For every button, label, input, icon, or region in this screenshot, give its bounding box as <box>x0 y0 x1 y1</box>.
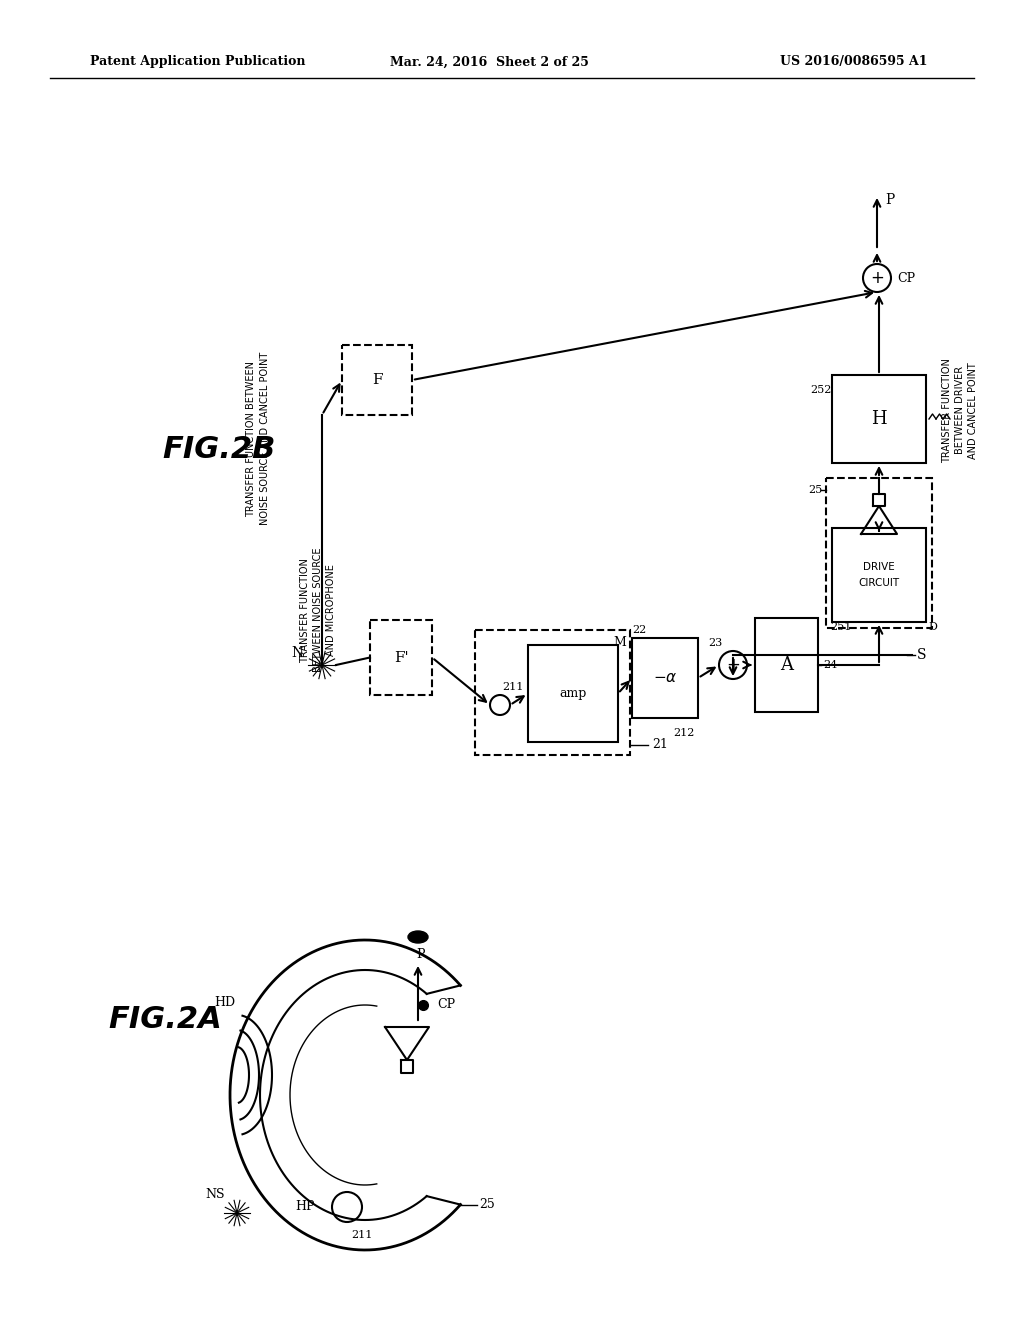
Text: DRIVE: DRIVE <box>863 562 895 572</box>
Text: 22: 22 <box>632 624 646 635</box>
Circle shape <box>332 1192 362 1222</box>
Text: NS: NS <box>205 1188 224 1201</box>
Text: TRANSFER FUNCTION BETWEEN
NOISE SOURCE AND CANCEL POINT: TRANSFER FUNCTION BETWEEN NOISE SOURCE A… <box>247 352 269 525</box>
Text: A: A <box>780 656 793 675</box>
Text: 21: 21 <box>652 738 668 751</box>
Text: $-\alpha$: $-\alpha$ <box>652 671 677 685</box>
Text: FIG.2B: FIG.2B <box>162 436 275 465</box>
Text: H: H <box>871 411 887 428</box>
Text: 211: 211 <box>502 682 523 692</box>
Text: TRANSFER FUNCTION
BETWEEN DRIVER
AND CANCEL POINT: TRANSFER FUNCTION BETWEEN DRIVER AND CAN… <box>942 358 978 463</box>
Text: N: N <box>291 645 303 660</box>
Text: TRANSFER FUNCTION
BETWEEN NOISE SOURCE
AND MICROPHONE: TRANSFER FUNCTION BETWEEN NOISE SOURCE A… <box>300 548 336 672</box>
Text: 25: 25 <box>808 484 822 495</box>
Text: Mar. 24, 2016  Sheet 2 of 25: Mar. 24, 2016 Sheet 2 of 25 <box>390 55 589 69</box>
Text: 23: 23 <box>708 638 722 648</box>
Text: +: + <box>726 656 740 675</box>
Text: 212: 212 <box>673 729 694 738</box>
Circle shape <box>863 264 891 292</box>
Text: D: D <box>928 622 937 632</box>
Circle shape <box>719 651 746 678</box>
Text: S: S <box>918 648 927 663</box>
Text: 252: 252 <box>810 385 831 395</box>
Text: Patent Application Publication: Patent Application Publication <box>90 55 305 69</box>
Text: US 2016/0086595 A1: US 2016/0086595 A1 <box>780 55 928 69</box>
Circle shape <box>490 696 510 715</box>
Text: FIG.2A: FIG.2A <box>108 1006 222 1035</box>
Ellipse shape <box>408 931 428 942</box>
Text: CP: CP <box>897 272 915 285</box>
Text: CIRCUIT: CIRCUIT <box>858 578 899 587</box>
Text: F': F' <box>393 651 409 664</box>
Text: F: F <box>372 374 382 387</box>
Text: P: P <box>417 949 425 961</box>
Text: +: + <box>870 269 884 286</box>
Text: amp: amp <box>559 686 587 700</box>
Text: CP: CP <box>437 998 455 1011</box>
Text: 211: 211 <box>351 1230 373 1239</box>
Text: HD: HD <box>214 997 236 1010</box>
Text: M: M <box>613 635 627 648</box>
Text: 251: 251 <box>830 622 851 632</box>
Text: HP: HP <box>295 1200 314 1213</box>
Text: 25: 25 <box>479 1199 495 1212</box>
Text: P: P <box>885 193 894 207</box>
Text: 24: 24 <box>823 660 838 671</box>
